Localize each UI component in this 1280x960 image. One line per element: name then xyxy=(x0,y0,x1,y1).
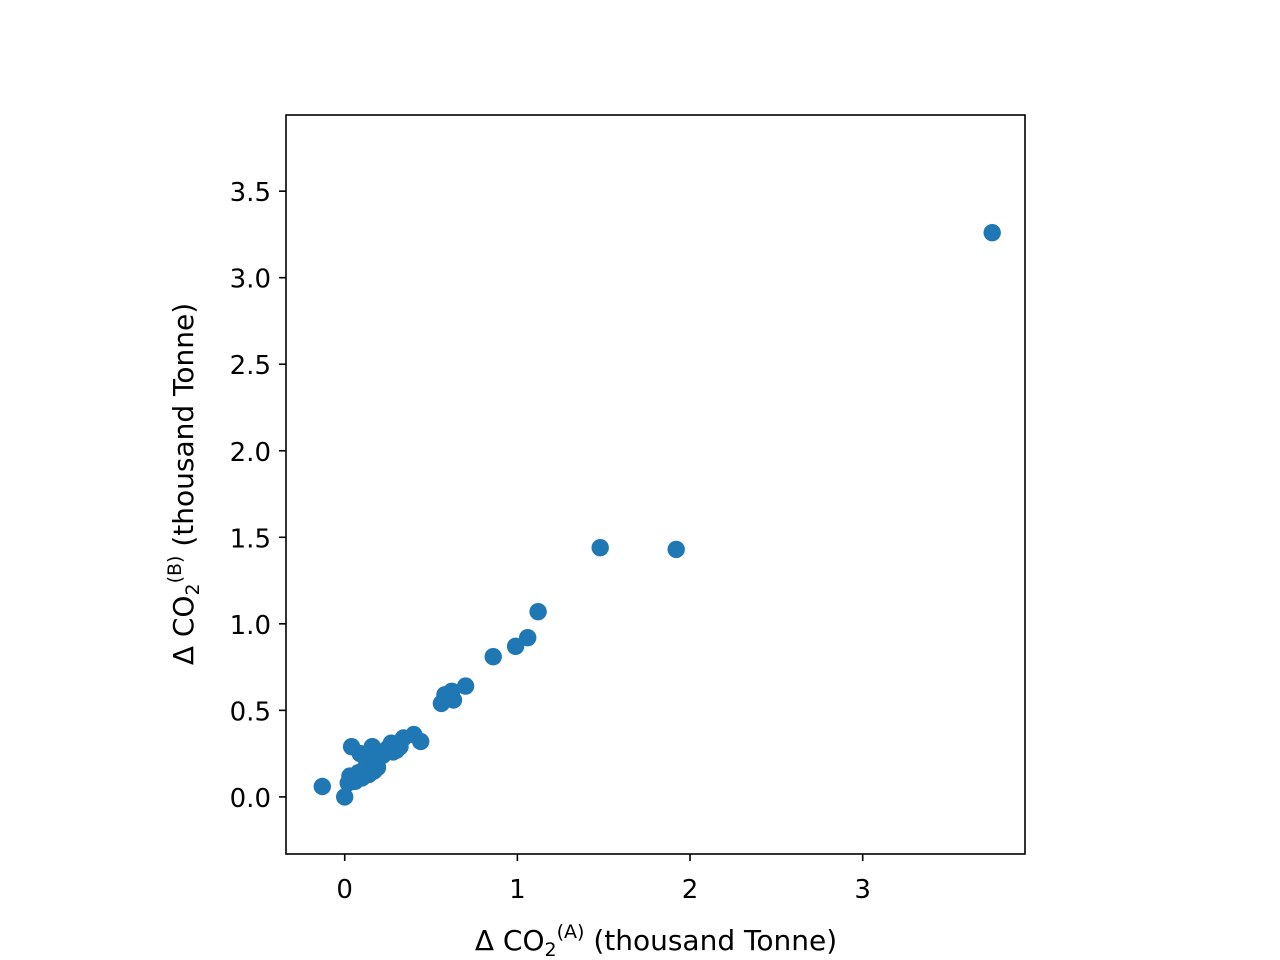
data-point-0 xyxy=(313,777,331,796)
x-tick-label-3: 3 xyxy=(854,875,871,905)
data-point-37 xyxy=(983,224,1001,242)
x-tick-label-0: 0 xyxy=(336,875,353,905)
data-point-36 xyxy=(667,540,685,559)
y-axis-label: Δ CO2(B) (thousand Tonne) xyxy=(164,303,204,665)
data-point-29 xyxy=(444,691,463,709)
y-tick-label-1: 0.5 xyxy=(230,697,271,727)
y-tick-label-7: 3.5 xyxy=(230,178,271,208)
x-tick-label-1: 1 xyxy=(509,875,526,905)
data-point-33 xyxy=(519,629,537,647)
y-tick-label-6: 3.0 xyxy=(230,265,271,295)
y-tick-label-0: 0.0 xyxy=(230,784,271,814)
data-point-32 xyxy=(506,637,525,655)
y-tick-label-5: 2.5 xyxy=(230,351,271,381)
y-tick-label-2: 1.0 xyxy=(230,611,271,641)
data-point-1 xyxy=(336,788,354,806)
data-point-25 xyxy=(412,732,430,751)
y-tick-label-4: 2.0 xyxy=(230,438,271,468)
y-axis-ticks: 0.0 0.5 1.0 1.5 2.0 2.5 3.0 3.5 xyxy=(230,178,286,814)
y-tick-label-3: 1.5 xyxy=(230,524,271,554)
x-tick-label-2: 2 xyxy=(682,875,699,905)
data-point-31 xyxy=(484,648,502,666)
data-points xyxy=(313,224,1001,806)
plot-frame xyxy=(285,114,1026,855)
x-axis-label: Δ CO2(A) (thousand Tonne) xyxy=(475,921,837,960)
data-point-30 xyxy=(456,677,475,695)
data-point-35 xyxy=(591,539,609,557)
data-point-34 xyxy=(529,603,547,621)
x-axis-ticks: 0 1 2 3 xyxy=(336,854,871,905)
